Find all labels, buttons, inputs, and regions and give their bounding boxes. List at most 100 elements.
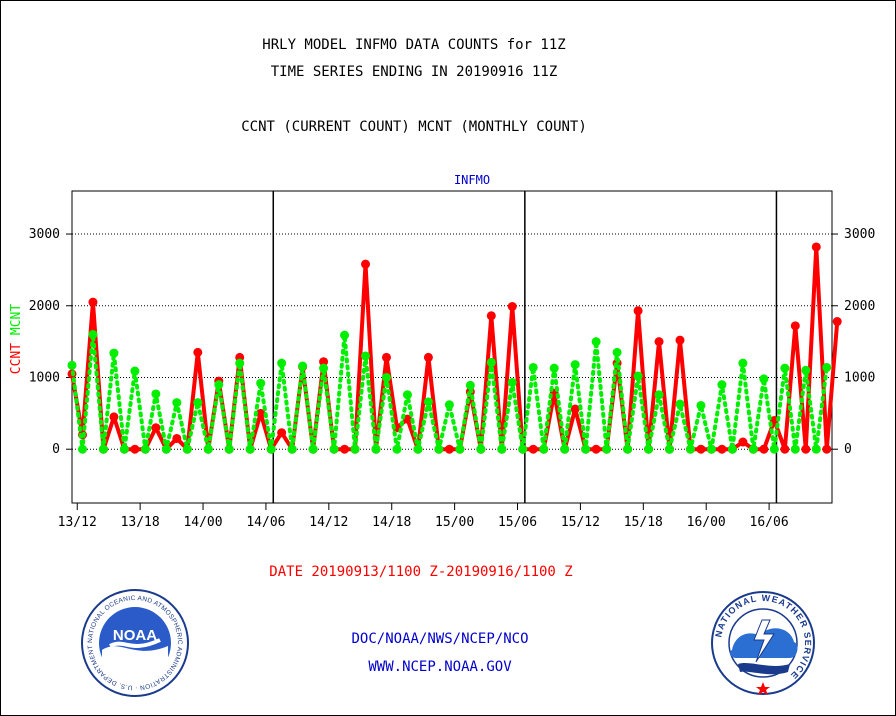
data-point-mcnt bbox=[644, 444, 654, 454]
data-point-ccnt bbox=[570, 404, 580, 414]
data-point-mcnt bbox=[402, 390, 412, 400]
data-point-mcnt bbox=[392, 444, 402, 454]
data-point-ccnt bbox=[633, 306, 643, 316]
data-point-mcnt bbox=[381, 372, 391, 382]
data-point-ccnt bbox=[193, 347, 203, 357]
data-point-mcnt bbox=[444, 400, 454, 410]
data-point-ccnt bbox=[654, 337, 664, 347]
data-point-ccnt bbox=[675, 335, 685, 345]
x-tick-label: 16/00 bbox=[687, 515, 726, 530]
data-point-mcnt bbox=[591, 337, 601, 347]
data-point-mcnt bbox=[224, 444, 234, 454]
data-point-mcnt bbox=[350, 444, 360, 454]
plot-title: INFMO bbox=[454, 173, 490, 187]
data-point-ccnt bbox=[759, 444, 769, 454]
data-point-ccnt bbox=[88, 297, 98, 307]
data-point-ccnt bbox=[811, 242, 821, 252]
data-point-ccnt bbox=[381, 352, 391, 362]
x-tick-label: 13/12 bbox=[58, 515, 97, 530]
data-point-ccnt bbox=[507, 301, 517, 311]
y-tick-label-right: 1000 bbox=[844, 370, 875, 385]
data-point-mcnt bbox=[539, 444, 549, 454]
data-point-mcnt bbox=[455, 444, 465, 454]
data-point-mcnt bbox=[727, 444, 737, 454]
data-point-ccnt bbox=[780, 444, 790, 454]
data-point-mcnt bbox=[665, 444, 675, 454]
data-point-mcnt bbox=[361, 351, 371, 361]
data-point-mcnt bbox=[759, 374, 769, 384]
y-axis-label-mcnt: MCNT bbox=[9, 304, 24, 335]
x-tick-label: 14/00 bbox=[183, 515, 222, 530]
chart-subtitle: CCNT (CURRENT COUNT) MCNT (MONTHLY COUNT… bbox=[241, 119, 587, 135]
data-point-mcnt bbox=[518, 444, 528, 454]
y-axis-label: CCNT MCNT bbox=[9, 304, 24, 375]
data-point-mcnt bbox=[413, 444, 423, 454]
data-point-mcnt bbox=[769, 444, 779, 454]
data-point-mcnt bbox=[109, 348, 119, 358]
data-point-ccnt bbox=[832, 317, 842, 327]
data-point-mcnt bbox=[151, 389, 161, 399]
y-tick-label-right: 3000 bbox=[844, 227, 875, 242]
data-point-mcnt bbox=[256, 378, 266, 388]
data-point-mcnt bbox=[266, 444, 276, 454]
y-tick-label-right: 0 bbox=[844, 442, 852, 457]
data-point-mcnt bbox=[581, 444, 591, 454]
data-point-mcnt bbox=[685, 444, 695, 454]
noaa-logo: NOAA NATIONAL OCEANIC AND ATMOSPHERIC AD… bbox=[80, 588, 189, 697]
data-point-mcnt bbox=[308, 444, 318, 454]
data-point-mcnt bbox=[623, 444, 633, 454]
data-point-mcnt bbox=[612, 347, 622, 357]
data-point-mcnt bbox=[161, 444, 171, 454]
agency-label: DOC/NOAA/NWS/NCEP/NCO bbox=[351, 631, 529, 647]
data-point-mcnt bbox=[329, 444, 339, 454]
data-point-mcnt bbox=[465, 380, 475, 390]
data-point-ccnt bbox=[738, 437, 748, 447]
data-point-mcnt bbox=[88, 329, 98, 339]
x-tick-label: 14/12 bbox=[309, 515, 348, 530]
data-point-mcnt bbox=[790, 444, 800, 454]
data-point-ccnt bbox=[361, 259, 371, 269]
data-point-mcnt bbox=[67, 360, 77, 370]
data-point-ccnt bbox=[151, 423, 161, 433]
data-point-mcnt bbox=[319, 363, 329, 373]
data-point-mcnt bbox=[602, 444, 612, 454]
y-axis-label-ccnt: CCNT bbox=[9, 335, 24, 374]
data-point-mcnt bbox=[497, 444, 507, 454]
data-point-mcnt bbox=[119, 444, 129, 454]
data-point-mcnt bbox=[203, 444, 213, 454]
y-tick-label-left: 1000 bbox=[29, 370, 60, 385]
data-point-ccnt bbox=[130, 444, 140, 454]
data-point-ccnt bbox=[109, 412, 119, 422]
data-point-mcnt bbox=[140, 444, 150, 454]
data-point-mcnt bbox=[371, 444, 381, 454]
data-point-mcnt bbox=[245, 444, 255, 454]
data-point-mcnt bbox=[738, 358, 748, 368]
plot-area-border bbox=[71, 190, 833, 504]
x-tick-label: 14/06 bbox=[246, 515, 285, 530]
website-link[interactable]: WWW.NCEP.NOAA.GOV bbox=[368, 659, 512, 675]
data-point-ccnt bbox=[423, 352, 433, 362]
data-point-mcnt bbox=[235, 358, 245, 368]
x-tick-label: 15/12 bbox=[561, 515, 600, 530]
time-series-chart: 0 0 1000 1000 2000 2000 3000 3000 13/12 13/18 14/0… bbox=[9, 173, 875, 530]
data-point-mcnt bbox=[696, 400, 706, 410]
data-point-ccnt bbox=[801, 444, 811, 454]
data-point-ccnt bbox=[486, 311, 496, 321]
data-point-mcnt bbox=[277, 358, 287, 368]
data-point-ccnt bbox=[790, 321, 800, 331]
date-range-label: DATE 20190913/1100 Z-20190916/1100 Z bbox=[269, 564, 573, 580]
y-tick-label-right: 2000 bbox=[844, 299, 875, 314]
data-point-mcnt bbox=[528, 362, 538, 372]
data-point-mcnt bbox=[822, 362, 832, 372]
chart-title-line1: HRLY MODEL INFMO DATA COUNTS for 11Z bbox=[262, 37, 566, 53]
data-point-ccnt bbox=[822, 444, 832, 454]
data-point-mcnt bbox=[706, 444, 716, 454]
y-tick-label-left: 2000 bbox=[29, 299, 60, 314]
data-point-ccnt bbox=[444, 444, 454, 454]
data-point-mcnt bbox=[298, 361, 308, 371]
y-tick-label-left: 3000 bbox=[29, 227, 60, 242]
data-point-mcnt bbox=[549, 363, 559, 373]
data-point-ccnt bbox=[528, 444, 538, 454]
data-point-mcnt bbox=[340, 330, 350, 340]
data-point-mcnt bbox=[214, 380, 224, 390]
